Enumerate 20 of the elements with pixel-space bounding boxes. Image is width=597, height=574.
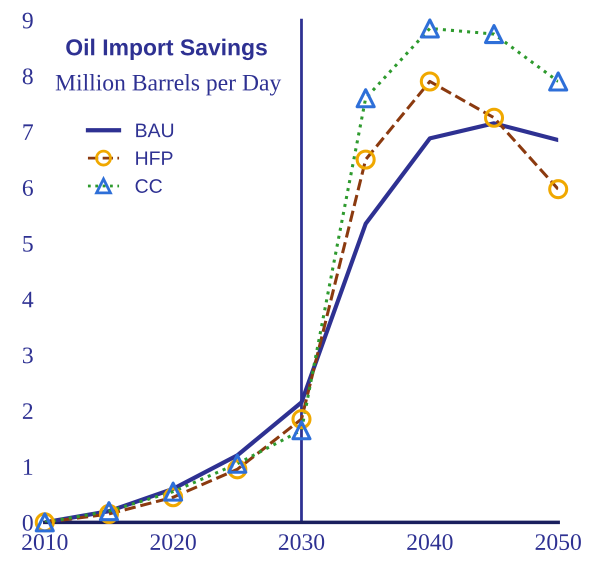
x-tick-label: 2050 bbox=[536, 534, 581, 550]
y-tick-label: 3 bbox=[22, 347, 33, 364]
x-tick-label: 2010 bbox=[22, 534, 68, 550]
x-tick-label: 2040 bbox=[407, 534, 453, 550]
legend-label: CC bbox=[136, 179, 162, 193]
x-tick-label: 2020 bbox=[150, 534, 196, 550]
legend-label: BAU bbox=[136, 124, 174, 138]
y-tick-label: 9 bbox=[22, 12, 33, 29]
y-tick-label: 0 bbox=[22, 514, 33, 531]
y-tick-label: 6 bbox=[22, 180, 33, 196]
y-tick-label: 5 bbox=[23, 236, 33, 252]
x-tick-label: 2030 bbox=[278, 534, 324, 550]
text: Million Barrels per Day bbox=[56, 74, 282, 96]
legend-label: HFP bbox=[136, 152, 172, 165]
y-tick-label: 2 bbox=[22, 403, 32, 419]
text: Oil Import Savings bbox=[66, 38, 267, 60]
y-tick-label: 4 bbox=[22, 292, 34, 308]
y-tick-label: 8 bbox=[22, 68, 33, 84]
y-tick-label: 7 bbox=[23, 124, 33, 140]
y-tick-label: 1 bbox=[24, 459, 32, 475]
